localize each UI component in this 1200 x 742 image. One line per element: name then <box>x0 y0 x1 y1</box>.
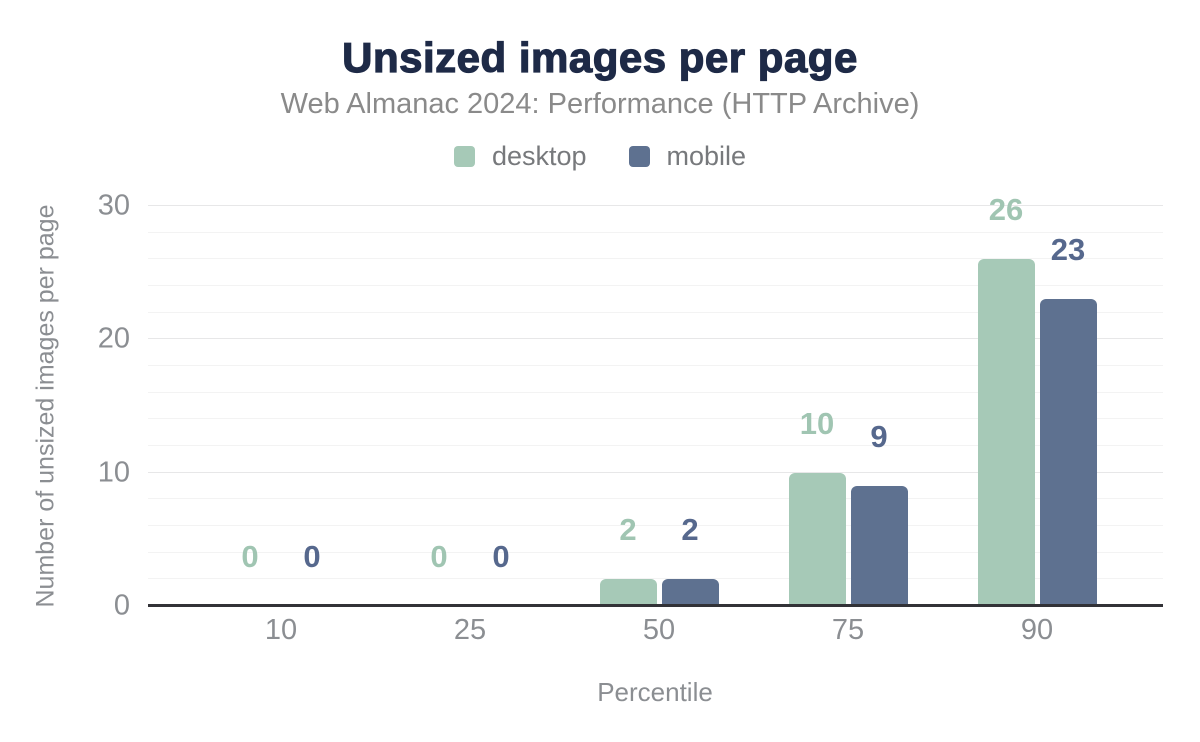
legend-swatch-desktop <box>453 145 475 167</box>
bar-desktop-p50[interactable] <box>599 579 657 606</box>
gridline-minor <box>148 498 1163 500</box>
bar-mobile-p50[interactable] <box>661 579 719 606</box>
gridline-minor <box>148 551 1163 553</box>
bar-value-label-desktop-p10: 0 <box>241 539 259 574</box>
legend-item-mobile[interactable]: mobile <box>628 140 747 172</box>
chart-subtitle: Web Almanac 2024: Performance (HTTP Arch… <box>280 88 920 120</box>
gridline-minor <box>148 311 1163 313</box>
x-tick-label-25: 25 <box>453 614 487 646</box>
legend-swatch-mobile <box>628 145 650 167</box>
x-tick-label-90: 90 <box>1020 614 1054 646</box>
x-axis-line <box>148 604 1163 607</box>
x-tick-label-50: 50 <box>642 614 676 646</box>
bar-value-label-desktop-p25: 0 <box>430 539 448 574</box>
gridline-minor <box>148 231 1163 233</box>
legend-label-mobile: mobile <box>666 140 747 171</box>
x-tick-label-75: 75 <box>831 614 865 646</box>
bar-desktop-p90[interactable] <box>977 259 1035 606</box>
gridline-major <box>148 338 1163 340</box>
chart-legend: desktop mobile <box>0 140 1200 172</box>
bar-value-label-mobile-p25: 0 <box>492 539 510 574</box>
bar-value-label-mobile-p50: 2 <box>681 512 699 548</box>
gridline-minor <box>148 365 1163 366</box>
x-axis-title: Percentile <box>597 677 713 707</box>
gridline-minor <box>148 258 1163 260</box>
bar-value-label-mobile-p10: 0 <box>303 539 321 574</box>
legend-label-desktop: desktop <box>491 140 587 171</box>
gridline-major <box>148 205 1163 206</box>
gridline-minor <box>148 418 1163 420</box>
bar-value-label-desktop-p50: 2 <box>619 512 637 548</box>
x-tick-label-10: 10 <box>264 614 298 646</box>
gridline-minor <box>148 578 1163 580</box>
bar-value-label-desktop-p90: 26 <box>988 192 1024 228</box>
bar-mobile-p90[interactable] <box>1039 299 1097 606</box>
gridline-major <box>148 471 1163 473</box>
gridline-minor <box>148 391 1163 393</box>
bar-value-label-desktop-p75: 10 <box>799 405 835 441</box>
y-tick-label-20: 20 <box>97 322 130 355</box>
bar-mobile-p75[interactable] <box>850 486 908 606</box>
y-tick-label-30: 30 <box>97 189 130 222</box>
y-tick-label-0: 0 <box>113 589 130 622</box>
y-tick-label-10: 10 <box>97 456 130 489</box>
chart-title: Unsized images per page <box>342 33 858 81</box>
y-axis-title: Number of unsized images per page <box>31 204 60 608</box>
legend-item-desktop[interactable]: desktop <box>453 140 587 172</box>
gridline-minor <box>148 525 1163 526</box>
bar-value-label-mobile-p90: 23 <box>1050 232 1086 268</box>
gridline-minor <box>148 285 1163 286</box>
plot-area: 0 0 0 0 2 2 10 9 26 23 <box>148 194 1163 607</box>
gridline-minor <box>148 445 1163 446</box>
bar-desktop-p75[interactable] <box>788 472 846 606</box>
bar-value-label-mobile-p75: 9 <box>870 419 888 454</box>
